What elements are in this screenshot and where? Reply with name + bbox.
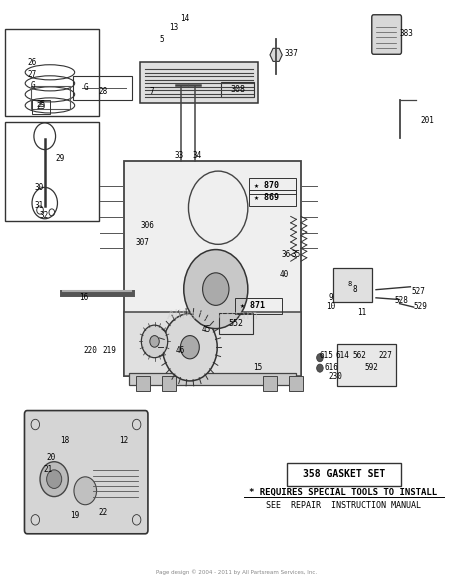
Circle shape: [163, 314, 217, 381]
Text: 19: 19: [70, 511, 79, 520]
Text: ★ 871: ★ 871: [240, 301, 265, 310]
Circle shape: [184, 249, 248, 329]
Text: 308: 308: [230, 85, 245, 93]
Text: 40: 40: [279, 270, 289, 279]
Text: 528: 528: [395, 296, 409, 305]
Text: 306: 306: [140, 221, 154, 230]
Text: 31: 31: [35, 201, 44, 210]
Circle shape: [141, 325, 168, 357]
Text: ★ 869: ★ 869: [254, 193, 279, 201]
Text: 5: 5: [159, 34, 164, 44]
Text: 616: 616: [324, 363, 338, 372]
Text: 8: 8: [347, 281, 351, 287]
FancyBboxPatch shape: [372, 15, 401, 54]
FancyBboxPatch shape: [337, 345, 396, 386]
Text: 201: 201: [421, 116, 435, 125]
Text: 29: 29: [55, 154, 65, 163]
Text: 11: 11: [357, 308, 366, 317]
Text: 552: 552: [228, 319, 243, 328]
Text: 358 GASKET SET: 358 GASKET SET: [303, 469, 385, 479]
Text: * REQUIRES SPECIAL TOOLS TO INSTALL: * REQUIRES SPECIAL TOOLS TO INSTALL: [249, 488, 437, 497]
Text: 9: 9: [329, 293, 334, 303]
Text: 16: 16: [79, 293, 88, 303]
Text: 592: 592: [364, 363, 378, 372]
Text: 35: 35: [291, 250, 301, 259]
Text: 21: 21: [44, 465, 53, 474]
Polygon shape: [140, 62, 258, 103]
Text: 26: 26: [27, 58, 36, 67]
Text: 307: 307: [136, 238, 150, 247]
Text: 219: 219: [103, 346, 117, 354]
Circle shape: [40, 462, 68, 496]
Text: 34: 34: [192, 151, 201, 160]
Text: AllPartsStream: AllPartsStream: [167, 309, 259, 322]
Polygon shape: [270, 48, 282, 61]
Circle shape: [74, 477, 97, 505]
Polygon shape: [263, 376, 277, 391]
Text: 12: 12: [119, 436, 128, 444]
Text: 30: 30: [35, 183, 44, 192]
Text: 527: 527: [411, 287, 425, 297]
Text: 20: 20: [46, 453, 55, 462]
Text: 33: 33: [175, 151, 184, 160]
Text: Page design © 2004 - 2011 by All Partsream Services, Inc.: Page design © 2004 - 2011 by All Partsre…: [156, 569, 318, 575]
Circle shape: [202, 273, 229, 305]
Text: G: G: [84, 84, 89, 92]
Text: SEE  REPAIR  INSTRUCTION MANUAL: SEE REPAIR INSTRUCTION MANUAL: [265, 501, 420, 510]
Text: 46: 46: [176, 346, 185, 354]
Text: 45: 45: [201, 325, 211, 334]
Text: G: G: [31, 81, 35, 90]
Text: 529: 529: [414, 302, 428, 311]
Polygon shape: [162, 376, 176, 391]
Text: 28: 28: [98, 87, 107, 96]
Text: 562: 562: [353, 352, 366, 360]
Polygon shape: [128, 373, 296, 385]
FancyBboxPatch shape: [333, 267, 372, 302]
Text: 14: 14: [181, 15, 190, 23]
Text: 22: 22: [98, 508, 107, 517]
Text: 15: 15: [254, 363, 263, 372]
Text: ★ 870: ★ 870: [254, 181, 279, 190]
Text: 8: 8: [353, 284, 357, 294]
FancyBboxPatch shape: [25, 411, 148, 534]
Polygon shape: [289, 376, 303, 391]
Text: 32: 32: [39, 211, 48, 220]
Text: 36: 36: [282, 250, 291, 259]
Text: 383: 383: [400, 29, 413, 38]
Circle shape: [181, 336, 199, 359]
Text: 18: 18: [60, 436, 70, 444]
Circle shape: [46, 470, 62, 488]
Text: 10: 10: [327, 302, 336, 311]
Text: 7: 7: [150, 87, 155, 96]
Text: 337: 337: [284, 49, 298, 58]
Text: 615: 615: [319, 352, 333, 360]
Circle shape: [150, 336, 159, 347]
Circle shape: [317, 353, 323, 361]
Polygon shape: [124, 161, 301, 376]
Circle shape: [317, 364, 323, 372]
Text: 230: 230: [329, 372, 343, 381]
Text: 227: 227: [378, 352, 392, 360]
Text: 25: 25: [36, 102, 46, 111]
Text: 13: 13: [169, 23, 178, 32]
Text: 27: 27: [27, 69, 36, 78]
Text: 220: 220: [84, 346, 98, 354]
Text: 614: 614: [336, 352, 350, 360]
Polygon shape: [136, 376, 150, 391]
Polygon shape: [124, 312, 301, 376]
Text: 25: 25: [36, 100, 46, 109]
